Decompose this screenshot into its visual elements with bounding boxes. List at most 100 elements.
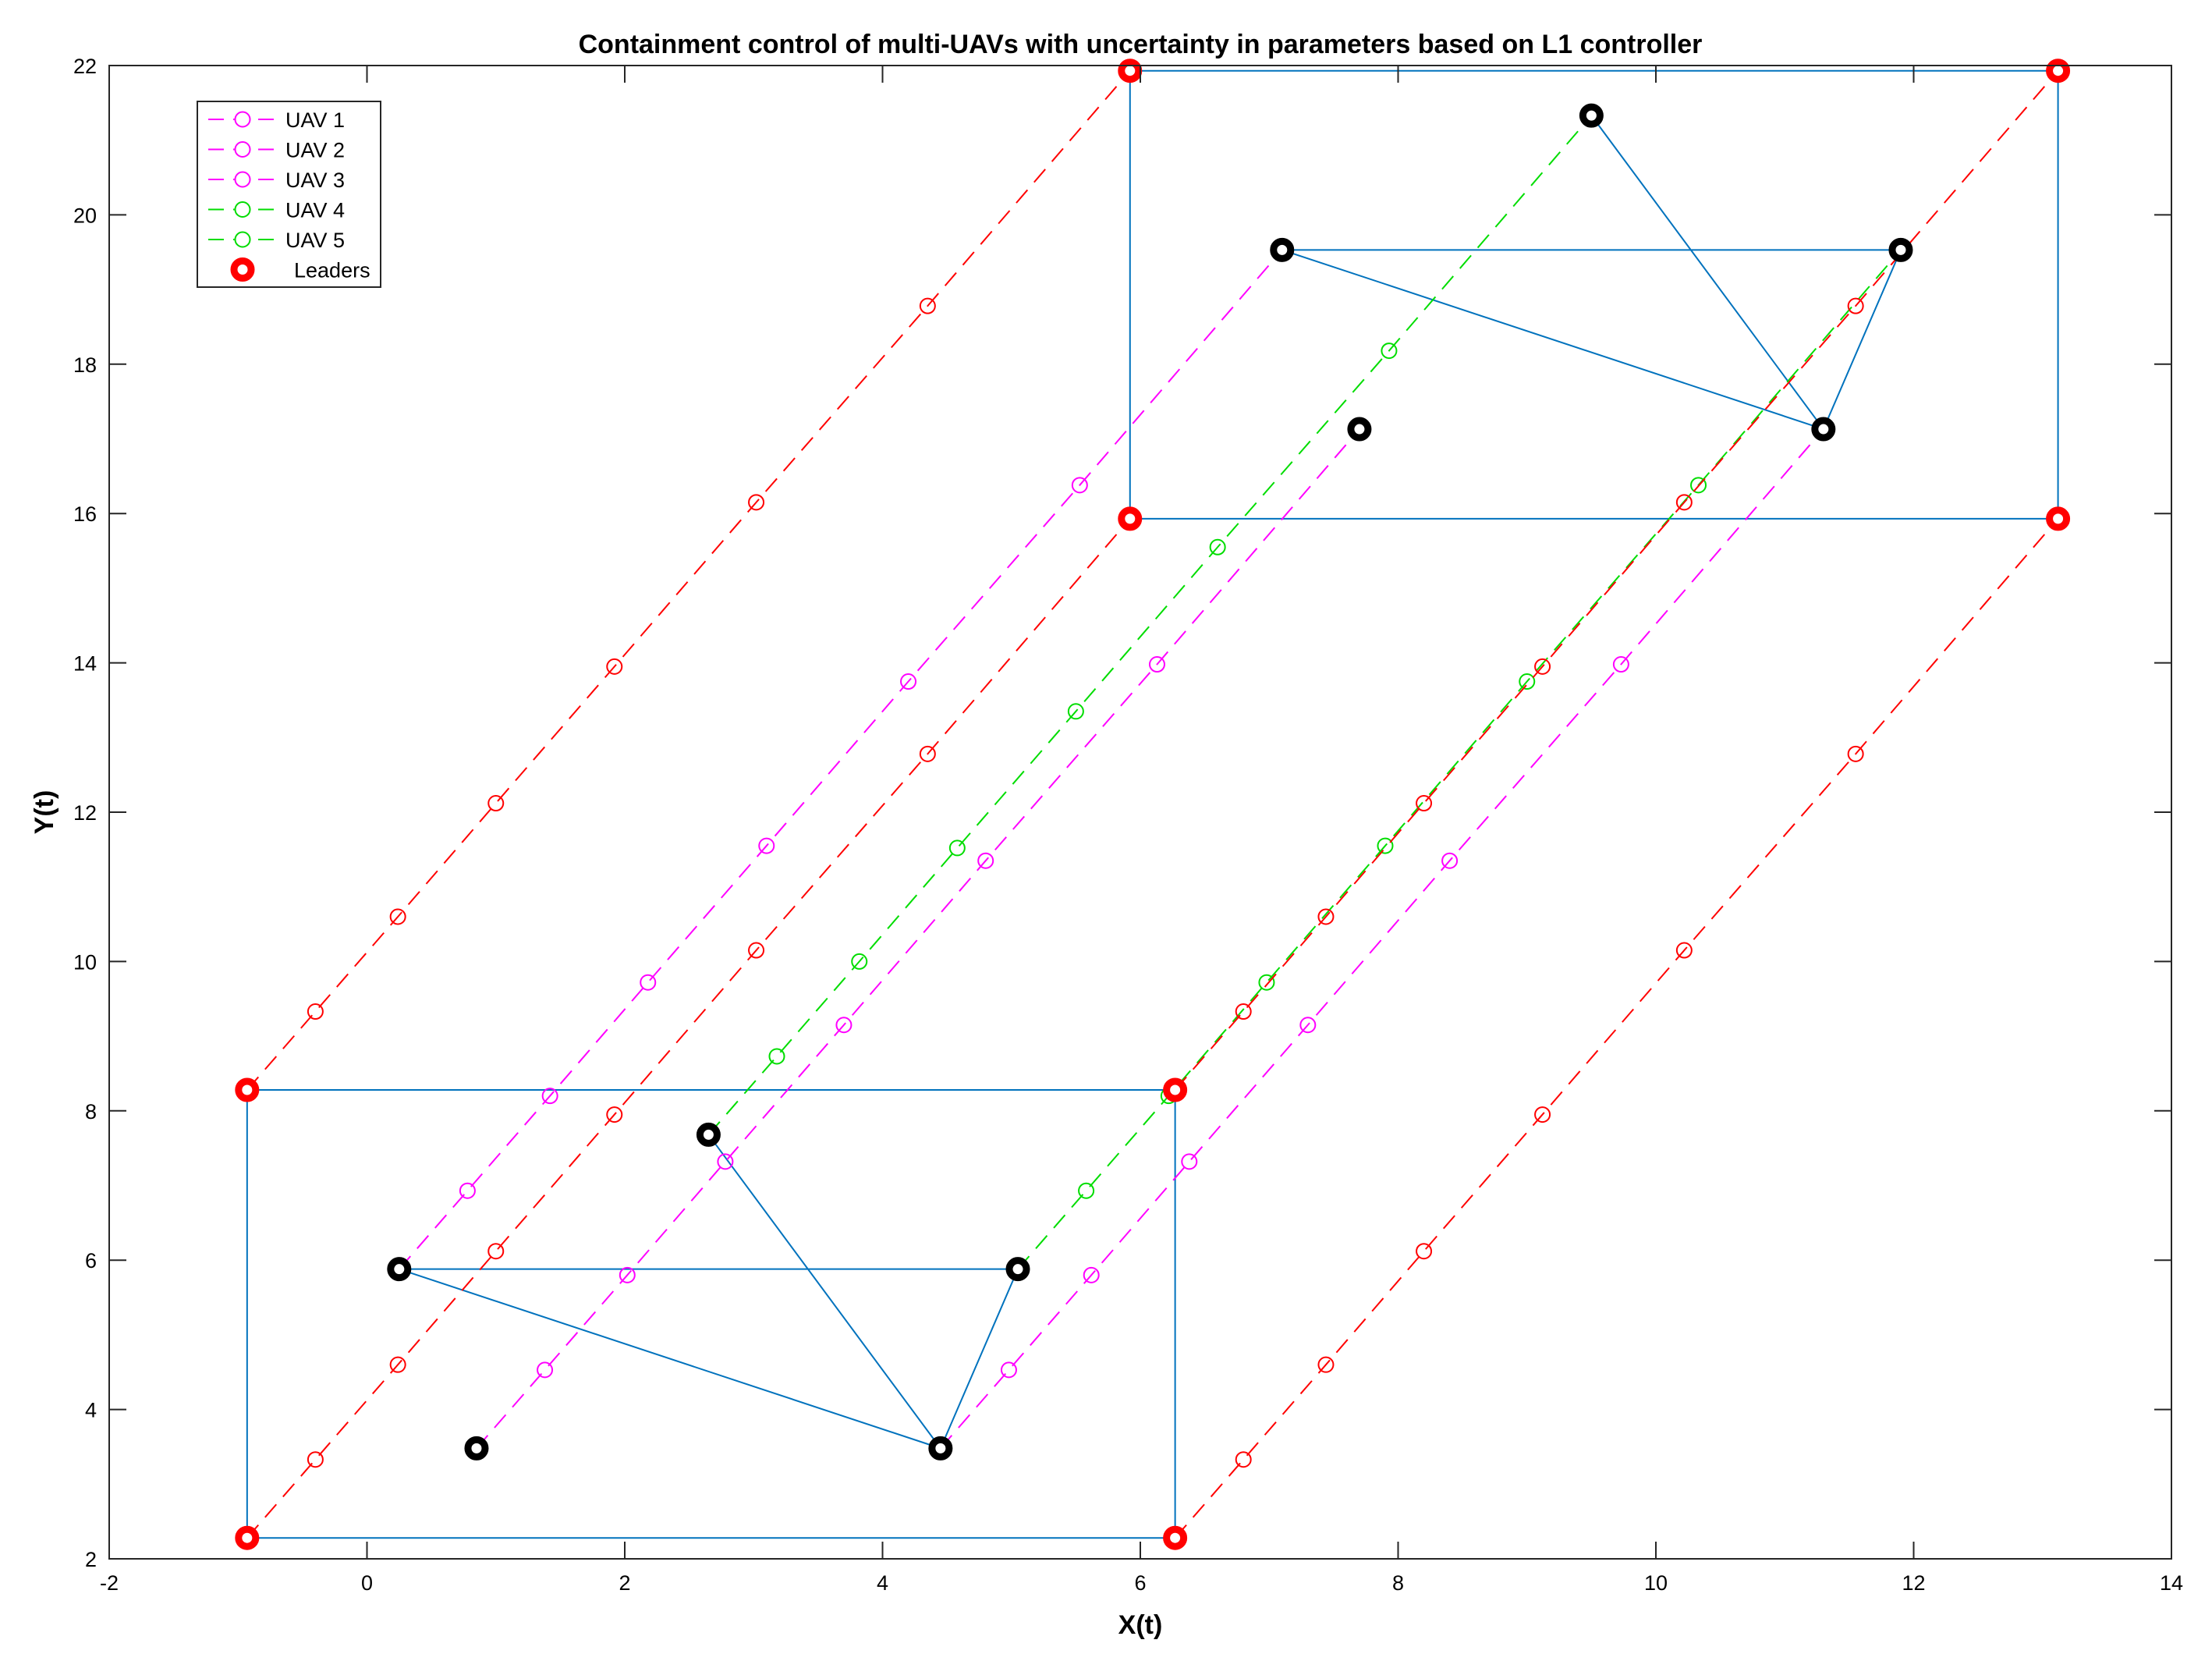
trajectory-marker-uav-4 xyxy=(851,953,868,970)
y-tick-label: 6 xyxy=(85,1249,97,1272)
trajectory-marker-uav-3 xyxy=(1083,1266,1100,1283)
trajectory-marker-leader-4 xyxy=(1534,658,1551,675)
x-tick-label: 2 xyxy=(619,1571,630,1595)
trajectory-marker-leader-3 xyxy=(1235,1451,1252,1468)
trajectory-marker-uav-1 xyxy=(541,1088,558,1105)
y-tick-label: 22 xyxy=(73,55,97,78)
trajectory-marker-uav-4 xyxy=(948,839,966,857)
trajectory-marker-leader-4 xyxy=(1317,908,1335,925)
legend-label: UAV 4 xyxy=(285,199,345,222)
legend: UAV 1 UAV 2 UAV 3 UAV 4 UAV 5 Leaders xyxy=(197,101,381,288)
leader-dot-final xyxy=(2046,59,2071,83)
trajectory-marker-uav-3 xyxy=(1612,656,1629,673)
leader-dot-initial xyxy=(235,1077,260,1102)
leader-dot-initial xyxy=(235,1525,260,1550)
trajectory-marker-leader-2 xyxy=(389,908,406,925)
y-tick-label: 18 xyxy=(73,353,97,377)
trajectory-marker-uav-5 xyxy=(1519,673,1536,690)
trajectory-marker-leader-1 xyxy=(748,942,765,959)
trajectory-marker-leader-1 xyxy=(606,1106,623,1123)
follower-dot-final xyxy=(1270,237,1295,262)
trajectory-leader-4 xyxy=(1174,70,2059,1091)
x-tick-label: 0 xyxy=(361,1571,373,1595)
trajectory-uav-4 xyxy=(707,115,1593,1136)
follower-dot-final xyxy=(1347,417,1372,442)
trajectory-marker-leader-1 xyxy=(389,1356,406,1373)
legend-label: UAV 2 xyxy=(285,139,345,162)
trajectory-marker-uav-4 xyxy=(1209,538,1226,555)
y-tick-label: 16 xyxy=(73,502,97,526)
y-tick-label: 10 xyxy=(73,950,97,974)
follower-dot-initial xyxy=(928,1436,953,1461)
trajectory-marker-uav-1 xyxy=(758,837,775,854)
x-tick-label: 8 xyxy=(1392,1571,1404,1595)
chart-title: Containment control of multi-UAVs with u… xyxy=(579,30,1703,59)
trajectory-marker-uav-1 xyxy=(900,673,917,690)
trajectory-uav-1 xyxy=(399,249,1283,1270)
trajectory-leader-3 xyxy=(1174,518,2059,1539)
plot-area xyxy=(109,66,2171,1559)
legend-marker xyxy=(234,171,251,188)
follower-dot-final xyxy=(1888,237,1913,262)
legend-marker-leaders xyxy=(230,257,255,282)
y-tick-label: 8 xyxy=(85,1100,97,1123)
trajectory-uav-3 xyxy=(940,428,1824,1450)
trajectory-marker-uav-4 xyxy=(1067,703,1084,720)
trajectory-marker-leader-2 xyxy=(307,1003,324,1020)
leader-dot-final xyxy=(1118,506,1143,531)
legend-marker xyxy=(234,141,251,158)
x-tick-label: 10 xyxy=(1644,1571,1668,1595)
trajectory-marker-uav-3 xyxy=(1181,1153,1198,1170)
y-axis-label: Y(t) xyxy=(30,790,59,835)
trajectory-marker-leader-2 xyxy=(487,795,505,812)
trajectory-marker-uav-5 xyxy=(1690,477,1707,494)
trajectory-marker-uav-5 xyxy=(1377,837,1394,854)
y-tick-label: 4 xyxy=(85,1399,97,1422)
legend-label: UAV 5 xyxy=(285,229,345,252)
leader-dot-final xyxy=(2046,506,2071,531)
trajectory-marker-leader-4 xyxy=(1416,795,1433,812)
trajectory-marker-leader-3 xyxy=(1675,942,1693,959)
legend-marker xyxy=(234,111,251,128)
follower-dot-initial xyxy=(1005,1257,1030,1282)
trajectory-marker-leader-1 xyxy=(919,745,936,762)
x-tick-label: -2 xyxy=(100,1571,119,1595)
trajectory-marker-uav-3 xyxy=(1441,852,1459,869)
x-tick-label: 12 xyxy=(1902,1571,1925,1595)
axes: -2 0 2 4 6 8 10 12 14 2 4 6 8 10 12 14 16 18 20 22 xyxy=(73,55,2183,1595)
leader-dot-initial xyxy=(1163,1525,1188,1550)
y-tick-label: 20 xyxy=(73,204,97,227)
trajectory-marker-uav-2 xyxy=(619,1266,636,1283)
x-tick-label: 6 xyxy=(1134,1571,1146,1595)
trajectory-marker-uav-2 xyxy=(717,1153,734,1170)
trajectory-marker-leader-4 xyxy=(1847,297,1864,314)
trajectory-marker-uav-1 xyxy=(459,1182,476,1199)
trajectory-marker-leader-2 xyxy=(748,494,765,511)
trajectory-uav-5 xyxy=(1017,249,1902,1270)
trajectory-marker-leader-1 xyxy=(307,1451,324,1468)
trajectory-marker-uav-2 xyxy=(1148,656,1165,673)
legend-marker xyxy=(234,201,251,218)
plot-marks xyxy=(235,59,2071,1550)
trajectory-marker-leader-3 xyxy=(1317,1356,1335,1373)
trajectory-marker-uav-3 xyxy=(1299,1017,1317,1034)
x-axis-label: X(t) xyxy=(1118,1610,1163,1640)
trajectory-marker-leader-2 xyxy=(919,297,936,314)
trajectory-marker-leader-3 xyxy=(1534,1106,1551,1123)
y-tick-label: 14 xyxy=(73,652,97,676)
legend-box xyxy=(197,101,381,288)
follower-dot-initial xyxy=(696,1122,721,1147)
trajectory-marker-leader-1 xyxy=(487,1243,505,1260)
legend-label: UAV 3 xyxy=(285,169,345,192)
legend-label: Leaders xyxy=(294,259,370,282)
trajectory-leader-2 xyxy=(246,70,1131,1091)
follower-dot-initial xyxy=(387,1257,412,1282)
trajectory-marker-uav-5 xyxy=(1258,974,1275,991)
trajectory-uav-2 xyxy=(476,428,1360,1450)
trajectory-marker-leader-4 xyxy=(1235,1003,1252,1020)
leader-dot-final xyxy=(1118,59,1143,83)
trajectory-marker-uav-2 xyxy=(977,852,994,869)
trajectory-marker-uav-2 xyxy=(835,1017,853,1034)
trajectory-marker-leader-3 xyxy=(1847,745,1864,762)
trajectory-marker-leader-4 xyxy=(1675,494,1693,511)
